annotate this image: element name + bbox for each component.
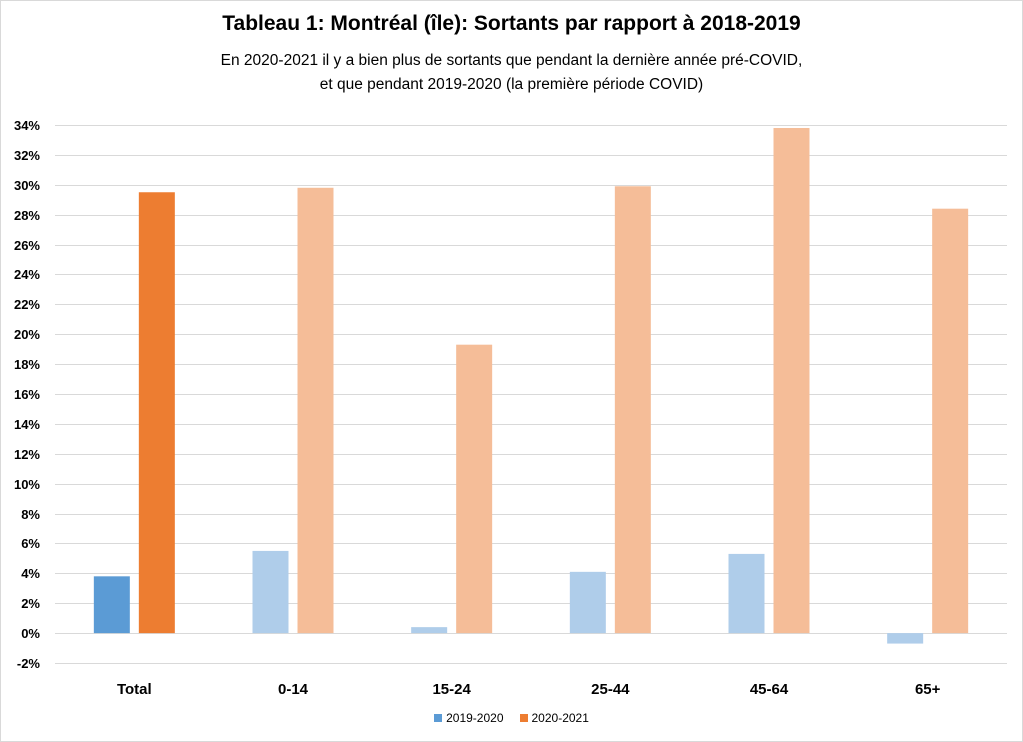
x-tick-label: 15-24	[432, 681, 471, 698]
x-tick-label: 65+	[915, 681, 941, 698]
x-tick-label: 0-14	[278, 681, 309, 698]
y-tick-label: -2%	[17, 656, 41, 671]
bar-2020-2021-25-44	[614, 186, 651, 634]
y-tick-label: 26%	[14, 238, 40, 253]
y-tick-label: 16%	[14, 387, 40, 402]
legend-label-2019-2020: 2019-2020	[446, 711, 504, 725]
y-tick-label: 2%	[21, 596, 40, 611]
y-tick-label: 28%	[14, 208, 40, 223]
bar-2020-2021-Total	[138, 192, 175, 634]
y-tick-label: 34%	[14, 118, 40, 133]
chart-subtitle-line2: et que pendant 2019-2020 (la première pé…	[319, 76, 704, 93]
chart-title: Tableau 1: Montréal (île): Sortants par …	[222, 12, 801, 35]
legend-item-2019-2020: 2019-2020	[434, 711, 504, 725]
y-tick-label: 10%	[14, 477, 40, 492]
bar-2019-2020-25-44	[569, 571, 606, 634]
y-tick-label: 22%	[14, 297, 40, 312]
y-tick-label: 32%	[14, 148, 40, 163]
y-tick-label: 0%	[21, 626, 40, 641]
legend-swatch-2019-2020	[434, 714, 443, 722]
bar-2019-2020-Total	[93, 576, 130, 634]
y-tick-label: 8%	[21, 507, 40, 522]
bar-2020-2021-65+	[932, 208, 969, 634]
x-tick-label: Total	[117, 681, 152, 698]
legend-label-2020-2021: 2020-2021	[531, 711, 589, 725]
bar-2020-2021-15-24	[456, 344, 493, 634]
y-tick-label: 12%	[14, 447, 40, 462]
y-tick-label: 4%	[21, 566, 40, 581]
legend-item-2020-2021: 2020-2021	[519, 711, 589, 725]
y-tick-label: 18%	[14, 357, 40, 372]
y-tick-label: 6%	[21, 536, 40, 551]
bar-2020-2021-45-64	[773, 127, 810, 634]
bar-2019-2020-45-64	[728, 553, 765, 634]
chart-subtitle-line1: En 2020-2021 il y a bien plus de sortant…	[220, 52, 803, 69]
y-tick-label: 30%	[14, 178, 40, 193]
legend-swatch-2020-2021	[519, 714, 528, 722]
y-tick-label: 20%	[14, 327, 40, 342]
bar-2019-2020-15-24	[411, 627, 448, 634]
x-tick-label: 45-64	[750, 681, 789, 698]
bar-2019-2020-65+	[887, 633, 924, 644]
x-axis: Total 0-14 15-24 25-44 45-64 65+	[117, 681, 941, 698]
bars	[93, 127, 969, 644]
bar-2019-2020-0-14	[252, 550, 289, 634]
y-axis: -2% 0% 2% 4% 6% 8% 10% 12% 14% 16% 18% 20% 22% 24% 26%…	[14, 118, 40, 671]
y-tick-label: 14%	[14, 417, 40, 432]
x-tick-label: 25-44	[591, 681, 630, 698]
legend: 2019-2020 2020-2021	[0, 711, 1023, 725]
gridlines	[55, 125, 1007, 664]
bar-2020-2021-0-14	[297, 187, 334, 634]
y-tick-label: 24%	[14, 267, 40, 282]
